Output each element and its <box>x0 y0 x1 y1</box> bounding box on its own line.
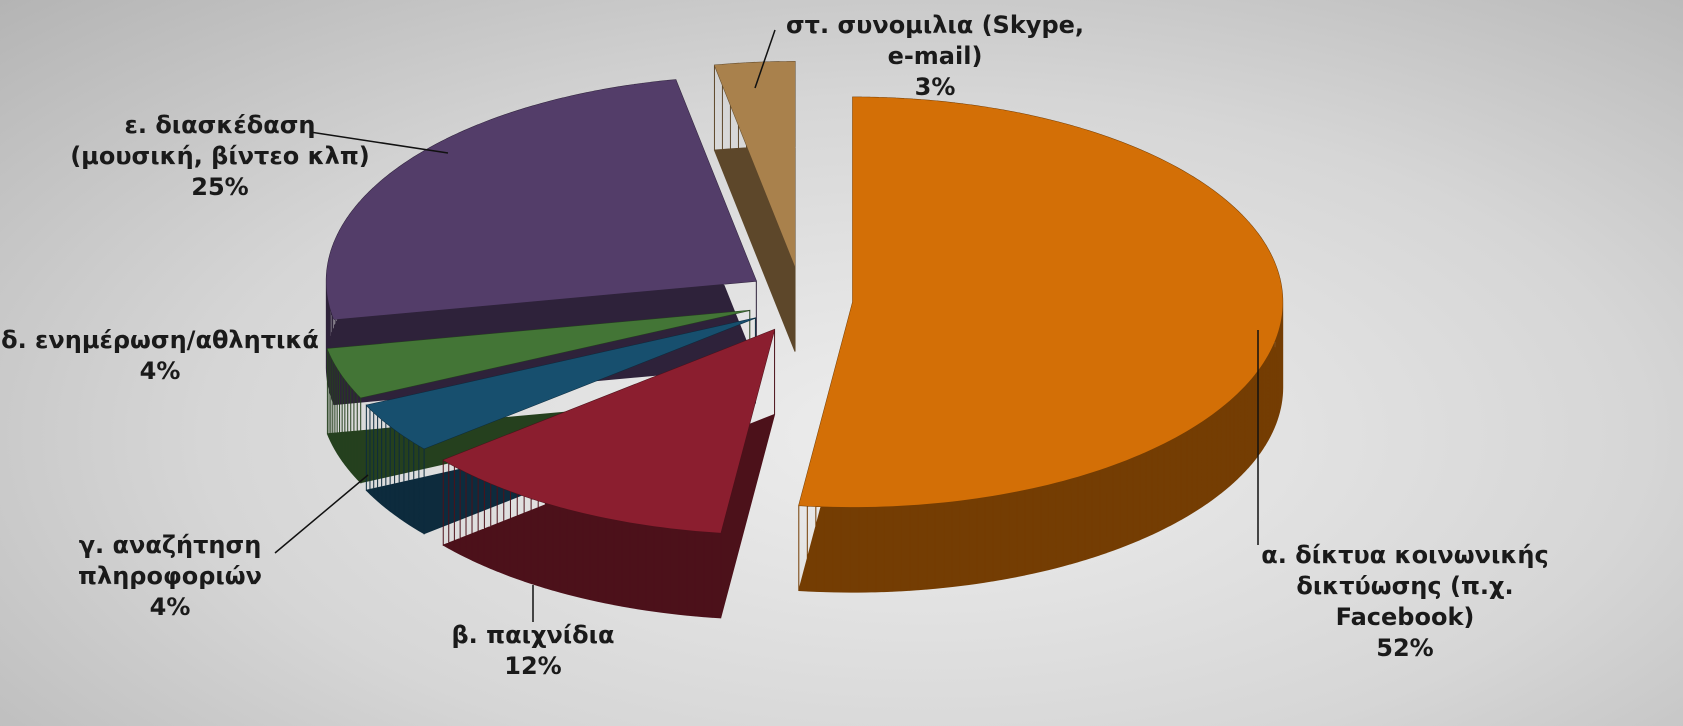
category-name: ε. διασκέδαση (μουσική, βίντεο κλπ) <box>70 111 370 170</box>
slice-label: α. δίκτυα κοινωνικής δικτύωσης (π.χ. Fac… <box>1240 540 1570 664</box>
slice-side <box>365 317 756 535</box>
category-name: β. παιχνίδια <box>451 621 615 649</box>
category-name: γ. αναζήτηση πληροφοριών <box>78 531 262 590</box>
slice-label: ε. διασκέδαση (μουσική, βίντεο κλπ) 25% <box>55 110 385 203</box>
slice-label: δ. ενημέρωση/αθλητικά 4% <box>0 325 325 387</box>
value-label: 12% <box>504 652 562 680</box>
value-label: 52% <box>1376 634 1434 662</box>
category-name: δ. ενημέρωση/αθλητικά <box>1 326 319 354</box>
slice-top <box>327 310 750 398</box>
value-label: 4% <box>149 593 191 621</box>
slice-top <box>798 97 1283 508</box>
value-label: 3% <box>914 73 956 101</box>
slice-label: β. παιχνίδια 12% <box>383 620 683 682</box>
slice-top <box>714 61 796 267</box>
category-name: στ. συνομιλια (Skype, e-mail) <box>785 11 1085 70</box>
value-label: 4% <box>139 357 181 385</box>
slice-label: γ. αναζήτηση πληροφοριών 4% <box>50 530 290 623</box>
value-label: 25% <box>191 173 249 201</box>
slice <box>713 61 796 352</box>
slice <box>442 328 776 619</box>
category-name: α. δίκτυα κοινωνικής δικτύωσης (π.χ. Fac… <box>1261 541 1549 631</box>
leader-line <box>754 29 776 89</box>
slice <box>365 317 756 535</box>
slice-label: στ. συνομιλια (Skype, e-mail) 3% <box>770 10 1100 103</box>
slice-top <box>326 79 757 320</box>
leader-line <box>309 131 449 154</box>
slice-top <box>366 318 756 449</box>
slice-top <box>443 329 775 533</box>
leader-line <box>274 474 369 554</box>
slice <box>798 96 1284 593</box>
